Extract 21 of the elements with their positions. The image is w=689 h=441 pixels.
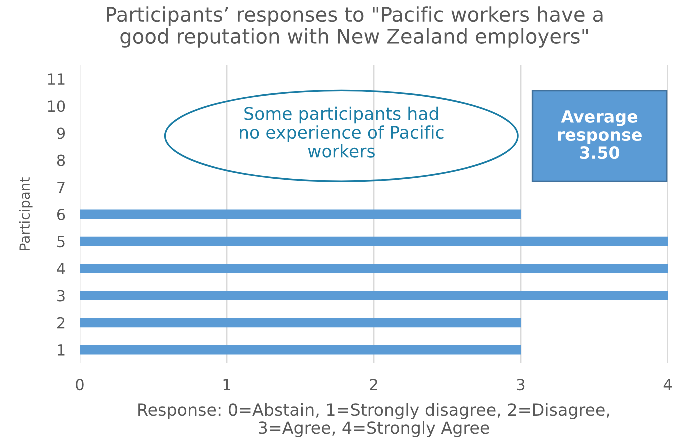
x-tick-label: 1 [224, 379, 230, 390]
x-tick-label: 2 [370, 379, 378, 390]
y-axis-title: Participant [19, 178, 33, 250]
y-tick-label: 2 [58, 317, 65, 329]
y-tick-label: 3 [58, 290, 65, 302]
x-tick-label: 3 [517, 379, 525, 391]
annotation: Some participants had no experience of Pacific workers [240, 106, 444, 158]
y-tick-label: 5 [58, 236, 65, 248]
x-tick-label: 4 [664, 379, 672, 390]
x-axis-title: Response: 0=Abstain, 1=Strongly disagree, 2=Disagree, 3=Agree, 4=Strongly Agree [138, 403, 610, 438]
y-tick-label: 7 [58, 182, 65, 194]
y-tick-label: 8 [57, 154, 66, 166]
x-tick-label: 0 [76, 379, 84, 391]
y-tick-label: 9 [57, 128, 66, 140]
chart-title: Participants’ responses to "Pacific workers have a good reputation with New Zealand employers" [107, 6, 603, 48]
y-tick-label: 4 [57, 263, 66, 274]
y-tick-label: 11 [48, 74, 65, 85]
y-tick-label: 1 [58, 344, 65, 356]
y-tick-label: 6 [57, 208, 66, 221]
annotation: Average response 3.50 [558, 110, 642, 160]
y-tick-label: 10 [48, 100, 66, 112]
